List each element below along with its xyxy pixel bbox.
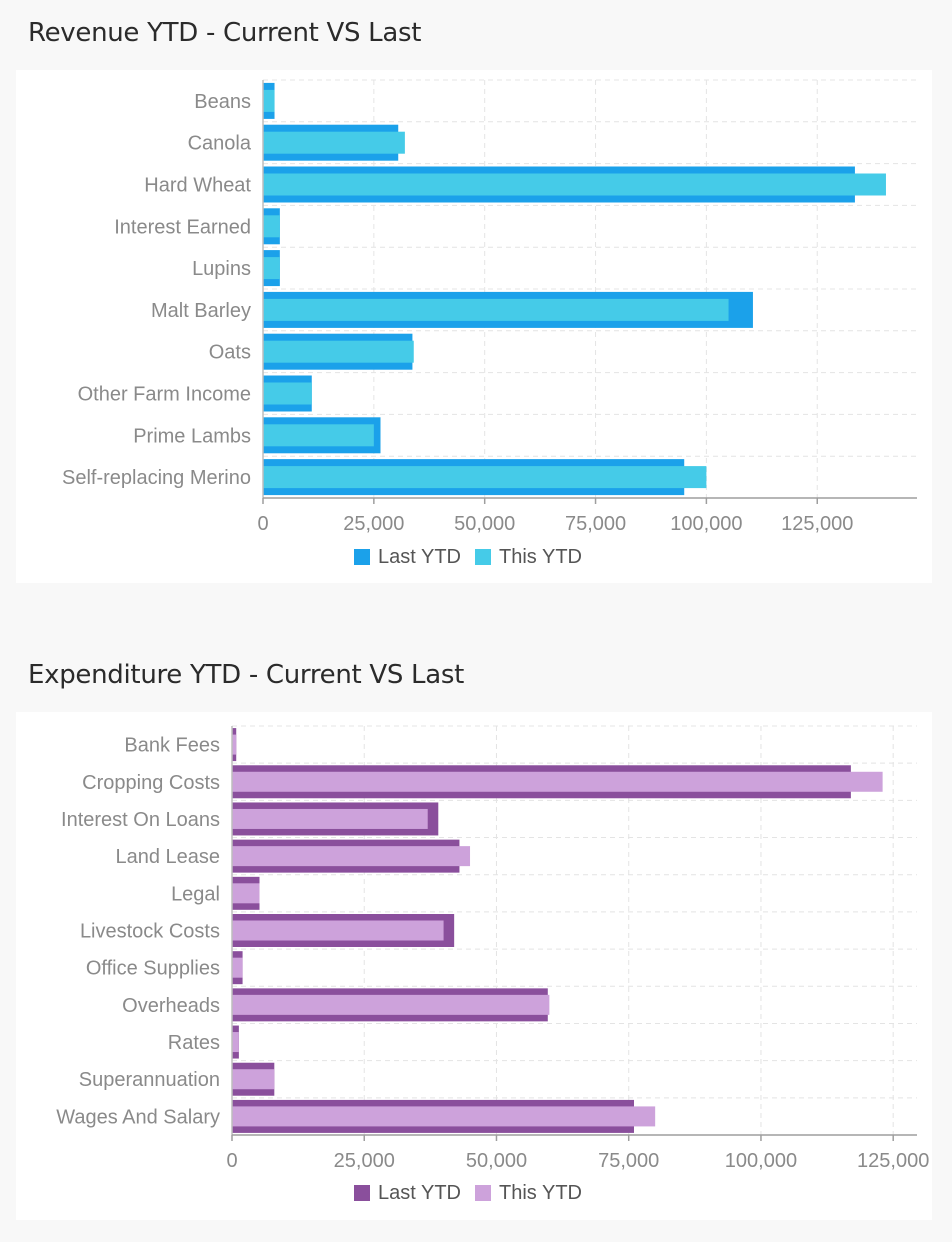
x-tick-label: 50,000 [454,513,515,535]
legend-label-last-ytd: Last YTD [378,1182,461,1204]
bar-this-ytd [232,994,550,1015]
legend-swatch-this-ytd [475,1185,491,1201]
category-label: Superannuation [79,1069,220,1091]
category-label: Wages And Salary [56,1106,220,1128]
x-tick-label: 50,000 [466,1150,527,1172]
category-label: Prime Lambs [133,425,251,447]
bar-this-ytd [232,883,260,904]
x-tick-label: 0 [257,513,268,535]
category-label: Cropping Costs [82,772,220,794]
category-label: Interest On Loans [61,809,220,831]
bar-this-ytd [232,957,243,978]
bar-this-ytd [263,340,414,363]
category-label: Interest Earned [114,216,251,238]
revenue-title: Revenue YTD - Current VS Last [28,18,422,48]
bar-this-ytd [232,771,883,792]
bar-this-ytd [263,382,312,405]
category-label: Other Farm Income [78,384,251,406]
category-label: Land Lease [115,846,220,868]
bar-this-ytd [232,1069,275,1090]
category-label: Overheads [122,995,220,1017]
x-tick-label: 100,000 [725,1150,797,1172]
legend-label-this-ytd: This YTD [499,546,582,568]
x-tick-label: 100,000 [670,513,742,535]
category-label: Beans [194,91,251,113]
x-tick-label: 125,000 [781,513,853,535]
category-label: Hard Wheat [144,175,251,197]
bar-this-ytd [263,173,886,196]
bar-this-ytd [232,846,471,867]
category-label: Legal [171,883,220,905]
bar-this-ytd [263,424,374,447]
x-tick-label: 125,000 [857,1150,929,1172]
category-label: Bank Fees [124,735,220,757]
category-label: Self-replacing Merino [62,467,251,489]
bar-this-ytd [263,131,405,154]
bar-this-ytd [263,215,280,238]
legend-swatch-last-ytd [354,549,370,565]
category-label: Office Supplies [86,958,220,980]
expenditure-chart-card: Bank Fees Cropping Costs Interest On Loans… [16,712,932,1220]
revenue-chart-card: Beans Canola Hard Wheat Interest Earned Lupi… [16,70,932,583]
bar-this-ytd [263,89,275,112]
bar-this-ytd [263,466,707,489]
revenue-chart: Beans Canola Hard Wheat Interest Earned Lupi… [62,79,917,568]
expenditure-chart: Bank Fees Cropping Costs Interest On Loans… [56,725,929,1204]
legend-swatch-last-ytd [354,1185,370,1201]
bar-this-ytd [232,920,444,941]
x-tick-label: 25,000 [334,1150,395,1172]
category-label: Oats [209,342,251,364]
bar-this-ytd [232,734,237,755]
category-label: Canola [188,133,252,155]
category-label: Livestock Costs [80,921,220,943]
x-tick-label: 25,000 [343,513,404,535]
x-tick-label: 75,000 [565,513,626,535]
x-tick-label: 0 [226,1150,237,1172]
legend-label-this-ytd: This YTD [499,1182,582,1204]
category-label: Rates [168,1032,220,1054]
category-label: Lupins [192,258,251,280]
expenditure-title: Expenditure YTD - Current VS Last [28,660,464,690]
bar-this-ytd [232,1032,239,1053]
bar-this-ytd [263,257,280,280]
bar-this-ytd [232,1106,656,1127]
legend-swatch-this-ytd [475,549,491,565]
legend-label-last-ytd: Last YTD [378,546,461,568]
bar-this-ytd [263,298,729,321]
category-label: Malt Barley [151,300,251,322]
x-tick-label: 75,000 [598,1150,659,1172]
bar-this-ytd [232,808,428,829]
